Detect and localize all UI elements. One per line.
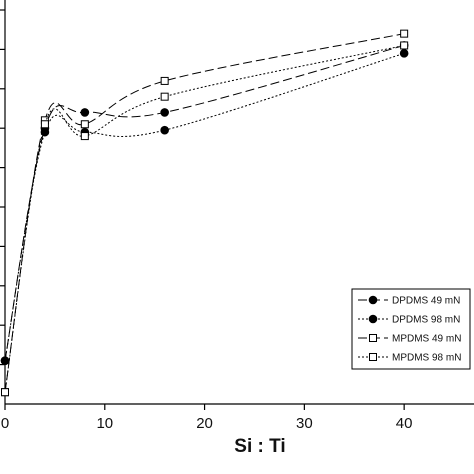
series-2 bbox=[0, 49, 409, 365]
legend-entry: DPDMS 49 mN bbox=[358, 296, 460, 307]
legend-label: DPDMS 49 mN bbox=[392, 296, 460, 307]
data-point bbox=[80, 108, 90, 117]
ticks: 0 10 20 30 40 bbox=[0, 9, 413, 432]
series-1 bbox=[0, 41, 409, 365]
data-point bbox=[0, 356, 10, 365]
data-point bbox=[1, 388, 9, 397]
legend-label: DPDMS 98 mN bbox=[392, 315, 460, 326]
series-line bbox=[4, 44, 405, 361]
series-line bbox=[4, 44, 405, 393]
data-point bbox=[160, 125, 169, 135]
legend-marker bbox=[369, 353, 377, 361]
data-point bbox=[400, 29, 409, 38]
data-point bbox=[80, 132, 89, 141]
series-layer bbox=[0, 29, 409, 397]
series-4 bbox=[1, 41, 409, 397]
legend-entry: MPDMS 98 mN bbox=[358, 353, 461, 364]
x-tick-label: 30 bbox=[296, 415, 313, 432]
legend-marker bbox=[368, 314, 378, 324]
x-tick-label: 40 bbox=[396, 415, 413, 432]
data-point bbox=[400, 41, 409, 50]
x-tick-label: 20 bbox=[196, 415, 213, 432]
data-point bbox=[160, 108, 169, 117]
x-tick-label: 0 bbox=[1, 415, 9, 432]
legend-label: MPDMS 98 mN bbox=[392, 353, 461, 364]
data-point bbox=[160, 92, 169, 101]
data-point bbox=[40, 120, 49, 129]
axes bbox=[4, 0, 474, 405]
legend-marker bbox=[368, 295, 378, 305]
legend-entry: MPDMS 49 mN bbox=[358, 334, 461, 345]
data-point bbox=[399, 49, 409, 58]
legend-marker bbox=[369, 334, 377, 342]
legend: DPDMS 49 mN DPDMS 98 mN MPDMS 49 mN MPDMS 9… bbox=[351, 288, 471, 370]
series-line bbox=[4, 33, 405, 393]
series-line bbox=[4, 52, 405, 361]
series-3 bbox=[1, 29, 409, 397]
x-tick-label: 10 bbox=[96, 415, 113, 432]
data-point bbox=[160, 76, 169, 85]
legend-label: MPDMS 49 mN bbox=[392, 334, 461, 345]
x-axis-title: Si : Ti bbox=[234, 436, 285, 457]
data-point bbox=[80, 120, 89, 129]
legend-entry: DPDMS 98 mN bbox=[358, 315, 460, 326]
